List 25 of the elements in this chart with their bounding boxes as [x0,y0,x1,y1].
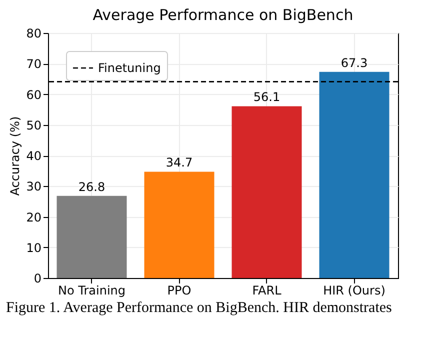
legend-label: Finetuning [98,61,161,75]
y-tick-label: 60 [26,88,42,102]
bar [144,172,214,278]
y-tick-label: 70 [26,57,42,72]
y-tick-label: 50 [26,118,42,132]
y-tick-label: 10 [26,240,42,255]
y-tick-label: 20 [26,210,42,224]
y-tick-label: 40 [26,149,42,163]
bar [56,196,127,278]
y-tick-label: 30 [26,180,42,194]
y-tick-label: 0 [34,272,42,286]
chart-title: Average Performance on BigBench [92,6,354,24]
x-tick-label: PPO [167,284,192,298]
data-label: 56.1 [253,90,280,104]
y-axis-title: Accuracy (%) [8,116,22,196]
x-tick-label: No Training [58,284,126,298]
x-tick-label: HIR (Ours) [323,284,386,298]
caption: Figure 1. Average Performance on BigBench. HIR demonstrates [6,300,393,317]
x-tick-label: FARL [252,284,282,298]
data-label: 26.8 [78,180,106,194]
data-label: 67.3 [340,56,368,70]
y-tick-label: 80 [26,26,42,40]
bar [232,106,302,278]
data-label: 34.7 [166,156,193,170]
bar [319,72,390,278]
